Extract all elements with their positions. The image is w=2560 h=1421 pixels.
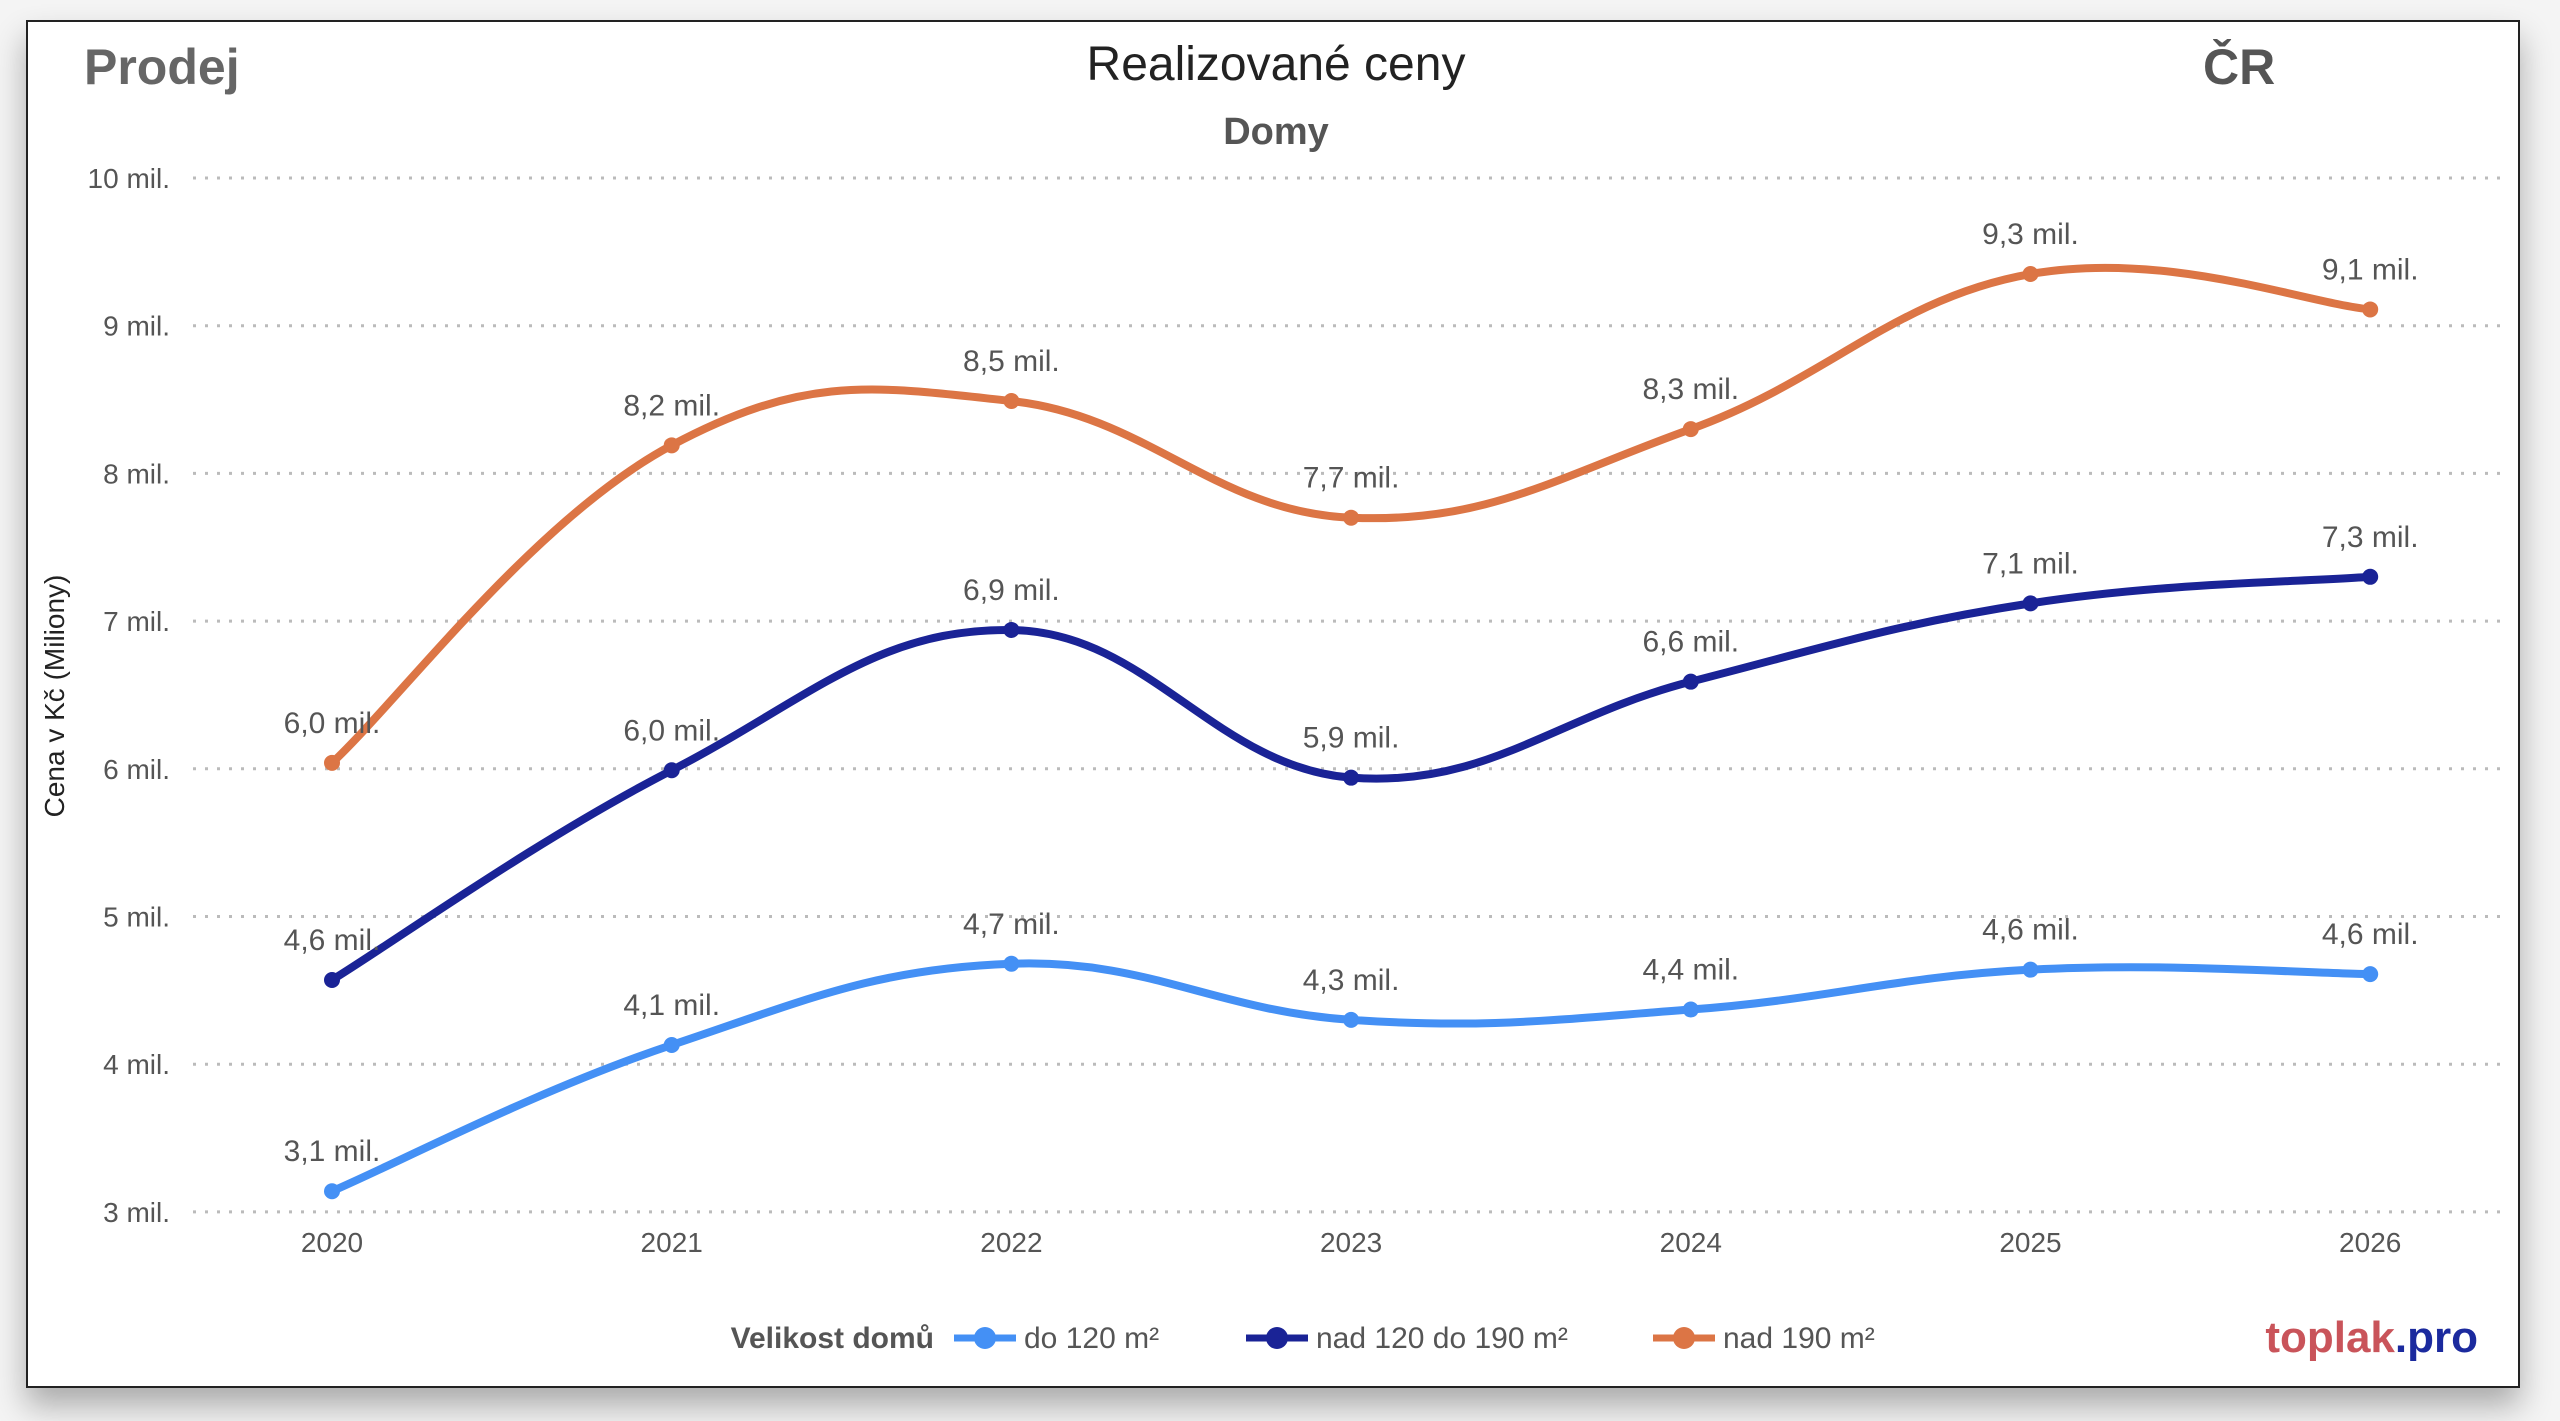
x-tick-label: 2020 — [301, 1227, 363, 1258]
data-point — [2022, 961, 2039, 978]
data-point — [663, 1036, 680, 1053]
data-point — [663, 762, 680, 779]
data-label: 6,0 mil. — [284, 707, 381, 740]
data-label: 6,0 mil. — [623, 714, 720, 747]
x-tick-label: 2022 — [980, 1227, 1042, 1258]
data-label: 7,7 mil. — [1303, 462, 1400, 495]
data-label: 9,3 mil. — [1982, 218, 2079, 251]
y-tick-label: 4 mil. — [103, 1049, 170, 1080]
brand-part2: .pro — [2395, 1313, 2478, 1362]
data-label: 6,6 mil. — [1642, 626, 1739, 659]
data-label: 4,6 mil. — [1982, 914, 2079, 947]
data-label: 8,3 mil. — [1642, 373, 1739, 406]
x-tick-label: 2023 — [1320, 1227, 1382, 1258]
chart-subtitle: Domy — [1223, 111, 1329, 153]
line-chart: Prodej Realizované ceny Domy ČR Cena v K… — [39, 38, 2503, 1362]
legend-marker-icon — [1673, 1327, 1695, 1349]
y-tick-label: 8 mil. — [103, 458, 170, 489]
y-tick-label: 3 mil. — [103, 1197, 170, 1228]
data-point — [1343, 769, 1360, 786]
data-point — [2022, 266, 2039, 283]
data-point — [2362, 568, 2379, 585]
data-label: 8,2 mil. — [623, 389, 720, 422]
y-tick-label: 6 mil. — [103, 754, 170, 785]
brand-logo: toplak.pro — [2265, 1313, 2478, 1362]
chart-title: Realizované ceny — [1087, 38, 1466, 91]
data-label: 4,4 mil. — [1642, 954, 1739, 987]
data-label: 4,6 mil. — [284, 924, 381, 957]
data-point — [1343, 1011, 1360, 1028]
legend-item: nad 120 do 190 m² — [1316, 1322, 1568, 1355]
data-point — [1682, 673, 1699, 690]
data-label: 4,6 mil. — [2322, 918, 2419, 951]
data-point — [1003, 393, 1020, 410]
legend-title: Velikost domů — [731, 1322, 934, 1355]
data-point — [1682, 421, 1699, 438]
legend-item: do 120 m² — [1024, 1322, 1159, 1355]
data-point — [2362, 966, 2379, 983]
y-tick-label: 9 mil. — [103, 311, 170, 342]
data-label: 5,9 mil. — [1303, 722, 1400, 755]
x-tick-label: 2024 — [1660, 1227, 1722, 1258]
legend-marker-icon — [974, 1327, 996, 1349]
data-label: 6,9 mil. — [963, 574, 1060, 607]
y-axis-label: Cena v Kč (Miliony) — [39, 575, 70, 818]
data-point — [324, 1183, 340, 1200]
data-label: 8,5 mil. — [963, 345, 1060, 378]
data-label: 7,1 mil. — [1982, 547, 2079, 580]
y-tick-label: 5 mil. — [103, 902, 170, 933]
data-label: 4,3 mil. — [1303, 964, 1400, 997]
legend: Velikost domů do 120 m² nad 120 do 190 m²… — [731, 1322, 1875, 1355]
legend-marker-icon — [1266, 1327, 1288, 1349]
data-point — [324, 972, 340, 989]
brand-part1: toplak — [2265, 1313, 2395, 1362]
data-point — [663, 437, 680, 454]
data-point — [1003, 621, 1020, 638]
data-label: 4,7 mil. — [963, 908, 1060, 941]
y-tick-label: 10 mil. — [88, 163, 170, 194]
header-right: ČR — [2203, 38, 2275, 95]
data-label: 9,1 mil. — [2322, 253, 2419, 286]
data-point — [1003, 955, 1020, 972]
x-tick-label: 2025 — [1999, 1227, 2061, 1258]
data-point — [1343, 509, 1360, 526]
data-point — [1682, 1001, 1699, 1018]
data-point — [324, 754, 340, 771]
data-label: 4,1 mil. — [623, 989, 720, 1022]
chart-card: Prodej Realizované ceny Domy ČR Cena v K… — [26, 20, 2520, 1388]
x-tick-label: 2021 — [641, 1227, 703, 1258]
data-point — [2022, 595, 2039, 612]
y-tick-label: 7 mil. — [103, 606, 170, 637]
data-label: 7,3 mil. — [2322, 521, 2419, 554]
legend-item: nad 190 m² — [1723, 1322, 1875, 1355]
data-point — [2362, 301, 2379, 318]
x-tick-label: 2026 — [2339, 1227, 2401, 1258]
header-left: Prodej — [84, 39, 240, 95]
data-label: 3,1 mil. — [284, 1135, 381, 1168]
